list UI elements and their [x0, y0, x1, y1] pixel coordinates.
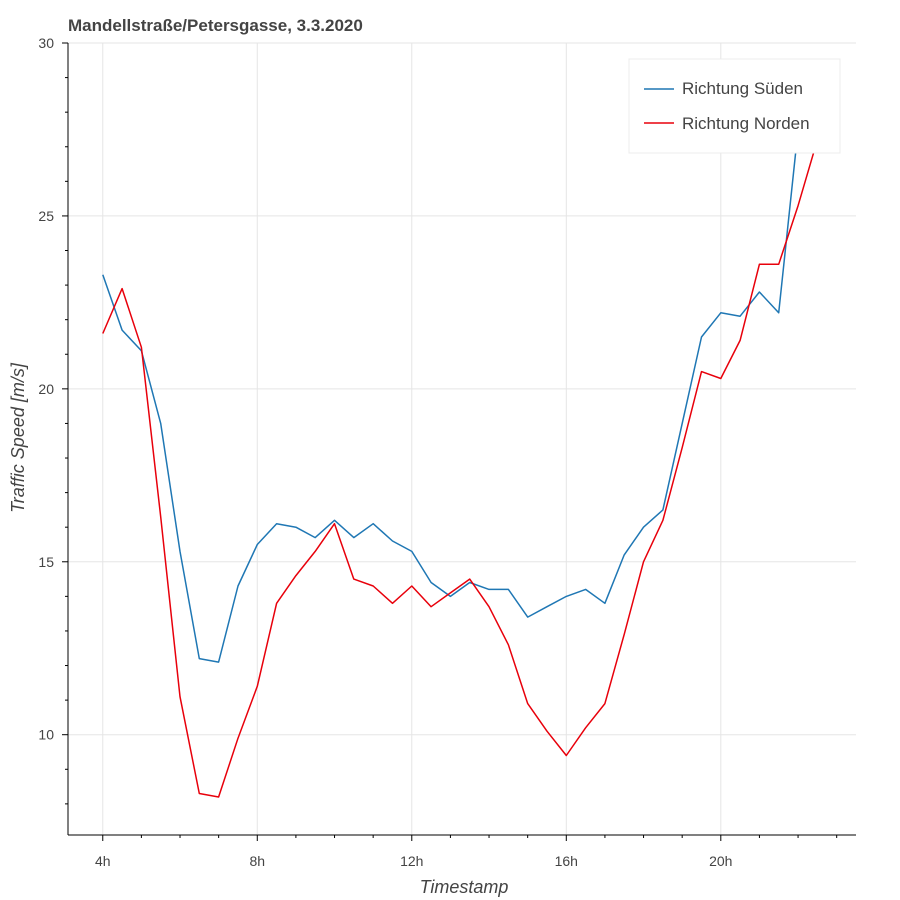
- y-axis-label: Traffic Speed [m/s]: [8, 362, 28, 513]
- y-tick-label-0: 10: [38, 727, 54, 743]
- y-tick-label-4: 30: [38, 35, 54, 51]
- x-tick-label-1: 8h: [249, 853, 265, 869]
- x-axis-label: Timestamp: [420, 877, 509, 897]
- legend: Richtung Süden Richtung Norden: [628, 58, 841, 154]
- grid: [68, 42, 856, 835]
- legend-label-norden: Richtung Norden: [682, 114, 810, 133]
- series-line-norden: [102, 139, 819, 798]
- x-tick-label-0: 4h: [95, 853, 111, 869]
- y-tick-label-3: 25: [38, 208, 54, 224]
- x-tick-label-2: 12h: [400, 853, 423, 869]
- y-tick-label-1: 15: [38, 554, 54, 570]
- chart-title: Mandellstraße/Petersgasse, 3.3.2020: [68, 16, 363, 35]
- tick-labels: 10 15 20 25 30 4h 8h 12h 16h 20h: [38, 35, 732, 869]
- series-lines: [102, 91, 819, 798]
- series-line-sueden: [102, 91, 819, 663]
- y-tick-label-2: 20: [38, 381, 54, 397]
- legend-label-sueden: Richtung Süden: [682, 79, 803, 98]
- legend-box: [628, 58, 841, 154]
- axes: [62, 42, 856, 841]
- x-tick-label-3: 16h: [555, 853, 578, 869]
- x-tick-label-4: 20h: [709, 853, 732, 869]
